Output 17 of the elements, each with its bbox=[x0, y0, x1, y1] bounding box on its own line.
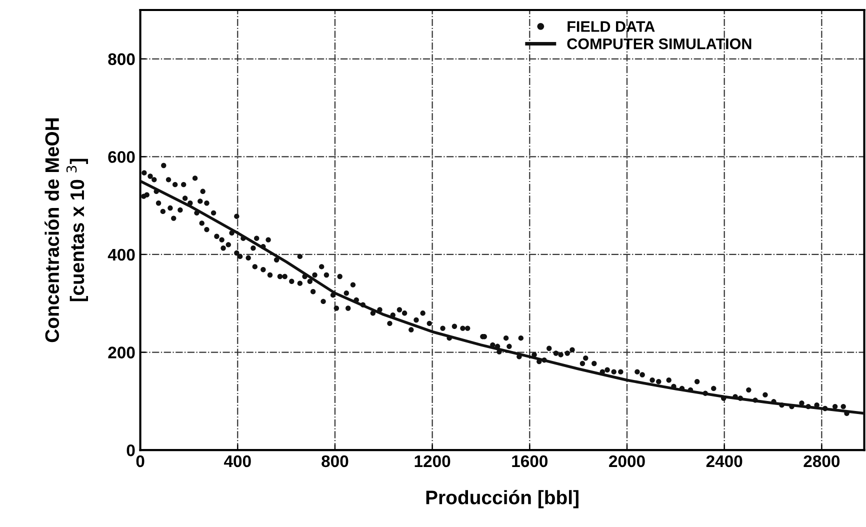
x-tick-label: 0 bbox=[136, 455, 144, 468]
legend-label: FIELD DATA bbox=[568, 21, 655, 32]
x-tick-label: 2000 bbox=[609, 455, 645, 468]
y-tick-label: 800 bbox=[108, 53, 135, 66]
legend-label: COMPUTER SIMULATION bbox=[567, 38, 752, 50]
x-axis-title: Producción [bbl] bbox=[426, 490, 578, 508]
x-tick-label: 1600 bbox=[512, 455, 548, 468]
x-tick-label: 2800 bbox=[804, 455, 840, 468]
y-tick-label: 0 bbox=[126, 444, 135, 456]
x-tick-label: 2400 bbox=[706, 455, 742, 468]
x-tick-label: 1200 bbox=[414, 455, 450, 468]
y-axis-title: Concentración de MeOH [cuentas x 10 $^{3}$] bbox=[44, 118, 88, 342]
y-tick-label: 200 bbox=[108, 346, 135, 358]
y-tick-label: 400 bbox=[108, 248, 135, 261]
y-tick-label: 600 bbox=[108, 151, 135, 163]
x-tick-label: 400 bbox=[224, 455, 251, 468]
x-tick-label: 800 bbox=[322, 455, 348, 468]
